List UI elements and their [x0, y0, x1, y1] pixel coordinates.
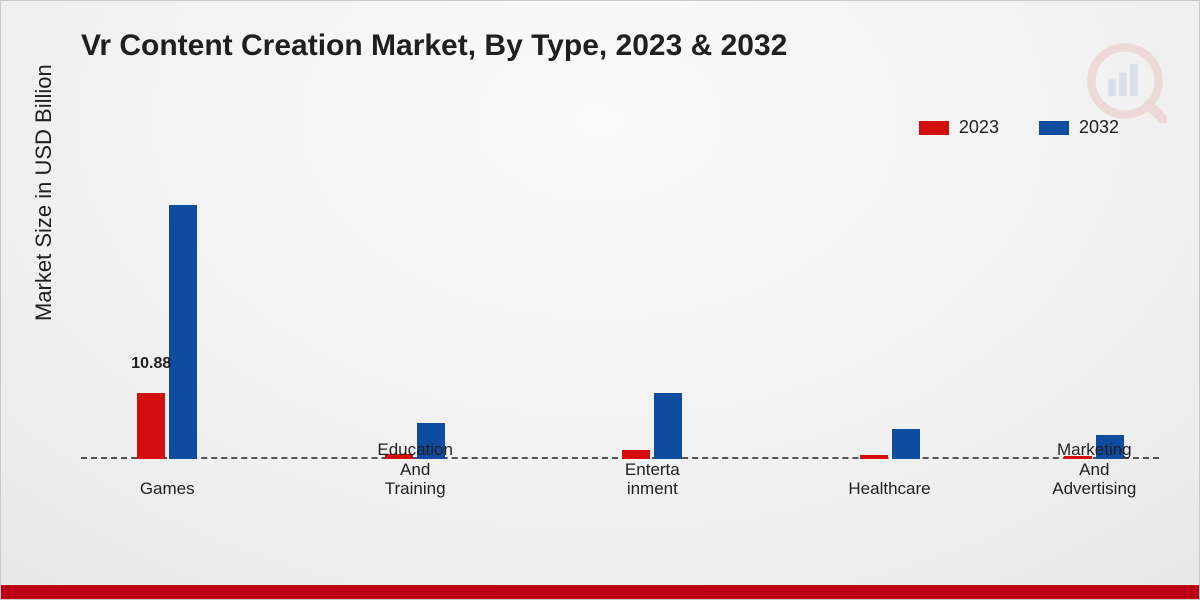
bar — [169, 205, 197, 459]
legend-swatch-2023 — [919, 121, 949, 135]
legend-label: 2023 — [959, 117, 999, 138]
x-axis-category-label: Games — [140, 479, 195, 499]
plot-area: Games Education And Training Enterta inmen… — [81, 171, 1159, 499]
x-axis-baseline — [81, 457, 1159, 459]
legend: 2023 2032 — [919, 117, 1119, 138]
bar-group — [860, 429, 920, 459]
x-axis-category-label: Enterta inment — [625, 460, 680, 499]
watermark-logo-icon — [1083, 39, 1167, 123]
bar-value-label: 10.88 — [131, 355, 171, 373]
legend-swatch-2032 — [1039, 121, 1069, 135]
bar — [137, 393, 165, 459]
x-axis-category-label: Marketing And Advertising — [1052, 440, 1136, 499]
legend-item-2023: 2023 — [919, 117, 999, 138]
chart-title: Vr Content Creation Market, By Type, 202… — [81, 29, 787, 63]
chart-frame: Vr Content Creation Market, By Type, 202… — [0, 0, 1200, 600]
bar-group — [137, 205, 197, 459]
bar-group — [622, 393, 682, 459]
y-axis-label: Market Size in USD Billion — [31, 64, 57, 321]
footer-accent-bar — [1, 585, 1199, 599]
x-axis-category-label: Healthcare — [848, 479, 930, 499]
legend-item-2032: 2032 — [1039, 117, 1119, 138]
bar — [860, 455, 888, 459]
bar — [654, 393, 682, 459]
x-axis-category-label: Education And Training — [377, 440, 453, 499]
bar — [622, 450, 650, 459]
bar — [892, 429, 920, 459]
legend-label: 2032 — [1079, 117, 1119, 138]
